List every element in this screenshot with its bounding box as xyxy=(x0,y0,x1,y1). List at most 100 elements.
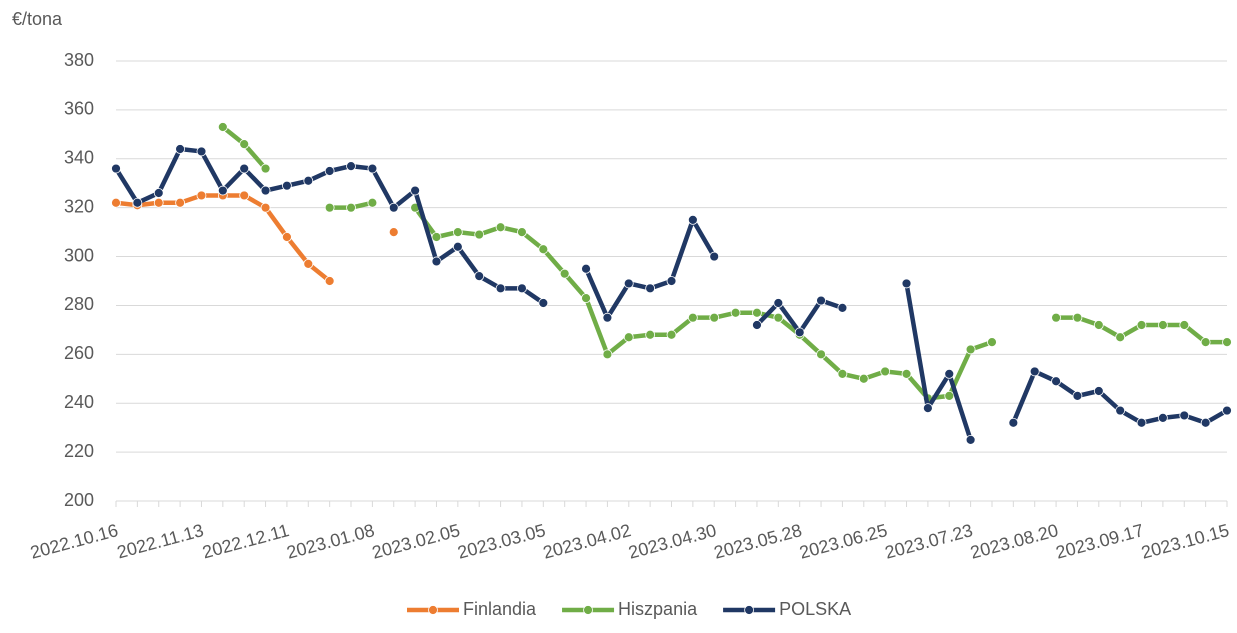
x-tick-label: 2023.10.15 xyxy=(1139,520,1231,563)
data-point xyxy=(1093,386,1104,396)
data-point xyxy=(1072,390,1083,401)
data-point xyxy=(1051,312,1061,323)
x-tick-label: 2022.10.16 xyxy=(28,520,120,563)
data-point xyxy=(837,302,848,313)
data-point xyxy=(1136,417,1147,428)
data-point xyxy=(709,312,720,323)
data-point xyxy=(153,197,164,208)
data-point xyxy=(431,256,442,267)
data-point xyxy=(794,327,805,338)
data-point xyxy=(1179,410,1190,421)
data-point xyxy=(324,276,335,286)
data-point xyxy=(388,202,399,213)
data-point xyxy=(1179,320,1190,330)
data-point xyxy=(1072,312,1083,323)
data-point xyxy=(816,349,826,360)
data-point xyxy=(324,202,335,213)
data-point xyxy=(623,332,634,343)
y-tick-label: 240 xyxy=(64,392,94,412)
data-point xyxy=(687,214,698,225)
data-point xyxy=(260,185,271,196)
x-tick-label: 2023.03.05 xyxy=(455,520,547,563)
data-point xyxy=(581,263,591,274)
data-point xyxy=(1029,366,1040,377)
data-point xyxy=(709,251,720,262)
data-point xyxy=(987,337,997,348)
data-point xyxy=(666,329,677,340)
data-point xyxy=(1158,320,1168,330)
legend-marker xyxy=(583,605,593,615)
data-point xyxy=(282,232,292,242)
data-point xyxy=(260,202,271,213)
data-point xyxy=(922,403,933,414)
data-point xyxy=(324,166,335,176)
data-point xyxy=(239,139,250,150)
y-tick-label: 200 xyxy=(64,490,94,510)
data-point xyxy=(602,312,613,323)
data-point xyxy=(623,278,634,289)
x-tick-label: 2023.05.28 xyxy=(712,520,804,563)
data-point xyxy=(346,161,356,172)
data-point xyxy=(282,180,292,191)
data-point xyxy=(559,268,570,279)
series xyxy=(111,144,1232,445)
y-tick-label: 340 xyxy=(64,148,94,168)
legend-marker xyxy=(428,605,438,615)
data-point xyxy=(538,244,549,255)
data-point xyxy=(1115,332,1126,343)
data-point xyxy=(303,175,314,186)
data-point xyxy=(367,197,378,208)
data-point xyxy=(1093,320,1104,330)
data-point xyxy=(132,197,143,208)
data-point xyxy=(581,293,591,304)
data-point xyxy=(752,320,762,330)
data-point xyxy=(730,307,741,318)
data-point xyxy=(1136,320,1147,330)
x-tick-label: 2023.04.02 xyxy=(541,520,633,563)
data-point xyxy=(752,307,762,318)
x-tick-label: 2023.06.25 xyxy=(797,520,889,563)
data-point xyxy=(837,368,848,379)
data-point xyxy=(410,185,421,196)
data-point xyxy=(1222,337,1232,348)
series-line xyxy=(113,146,1230,443)
y-tick-label: 320 xyxy=(64,196,94,216)
data-point xyxy=(1008,417,1019,428)
data-point xyxy=(965,344,976,355)
data-point xyxy=(388,227,399,238)
data-point xyxy=(367,163,378,174)
data-point xyxy=(645,329,656,340)
x-tick-label: 2022.11.13 xyxy=(115,520,206,562)
legend-label: POLSKA xyxy=(779,599,851,619)
data-point xyxy=(944,390,955,401)
series xyxy=(111,190,399,286)
data-point xyxy=(901,278,912,289)
y-tick-label: 380 xyxy=(64,50,94,70)
data-point xyxy=(1222,405,1232,416)
data-point xyxy=(816,295,826,306)
data-point xyxy=(175,144,185,154)
data-point xyxy=(880,366,891,377)
data-point xyxy=(944,368,955,379)
y-tick-label: 280 xyxy=(64,294,94,314)
data-point xyxy=(474,229,485,240)
y-tick-label: 220 xyxy=(64,441,94,461)
data-point xyxy=(431,232,442,242)
data-point xyxy=(452,241,463,252)
data-point xyxy=(1200,417,1211,428)
data-point xyxy=(239,163,250,174)
data-point xyxy=(517,227,527,238)
data-point xyxy=(260,163,271,174)
x-tick-label: 2023.08.20 xyxy=(968,520,1060,563)
data-point xyxy=(901,368,912,379)
data-point xyxy=(111,163,121,174)
data-point xyxy=(495,222,506,233)
data-point xyxy=(1158,412,1168,423)
data-point xyxy=(495,283,506,294)
data-point xyxy=(239,190,250,201)
y-tick-label: 260 xyxy=(64,343,94,363)
data-point xyxy=(111,197,121,208)
data-point xyxy=(175,197,185,208)
data-point xyxy=(773,312,784,323)
